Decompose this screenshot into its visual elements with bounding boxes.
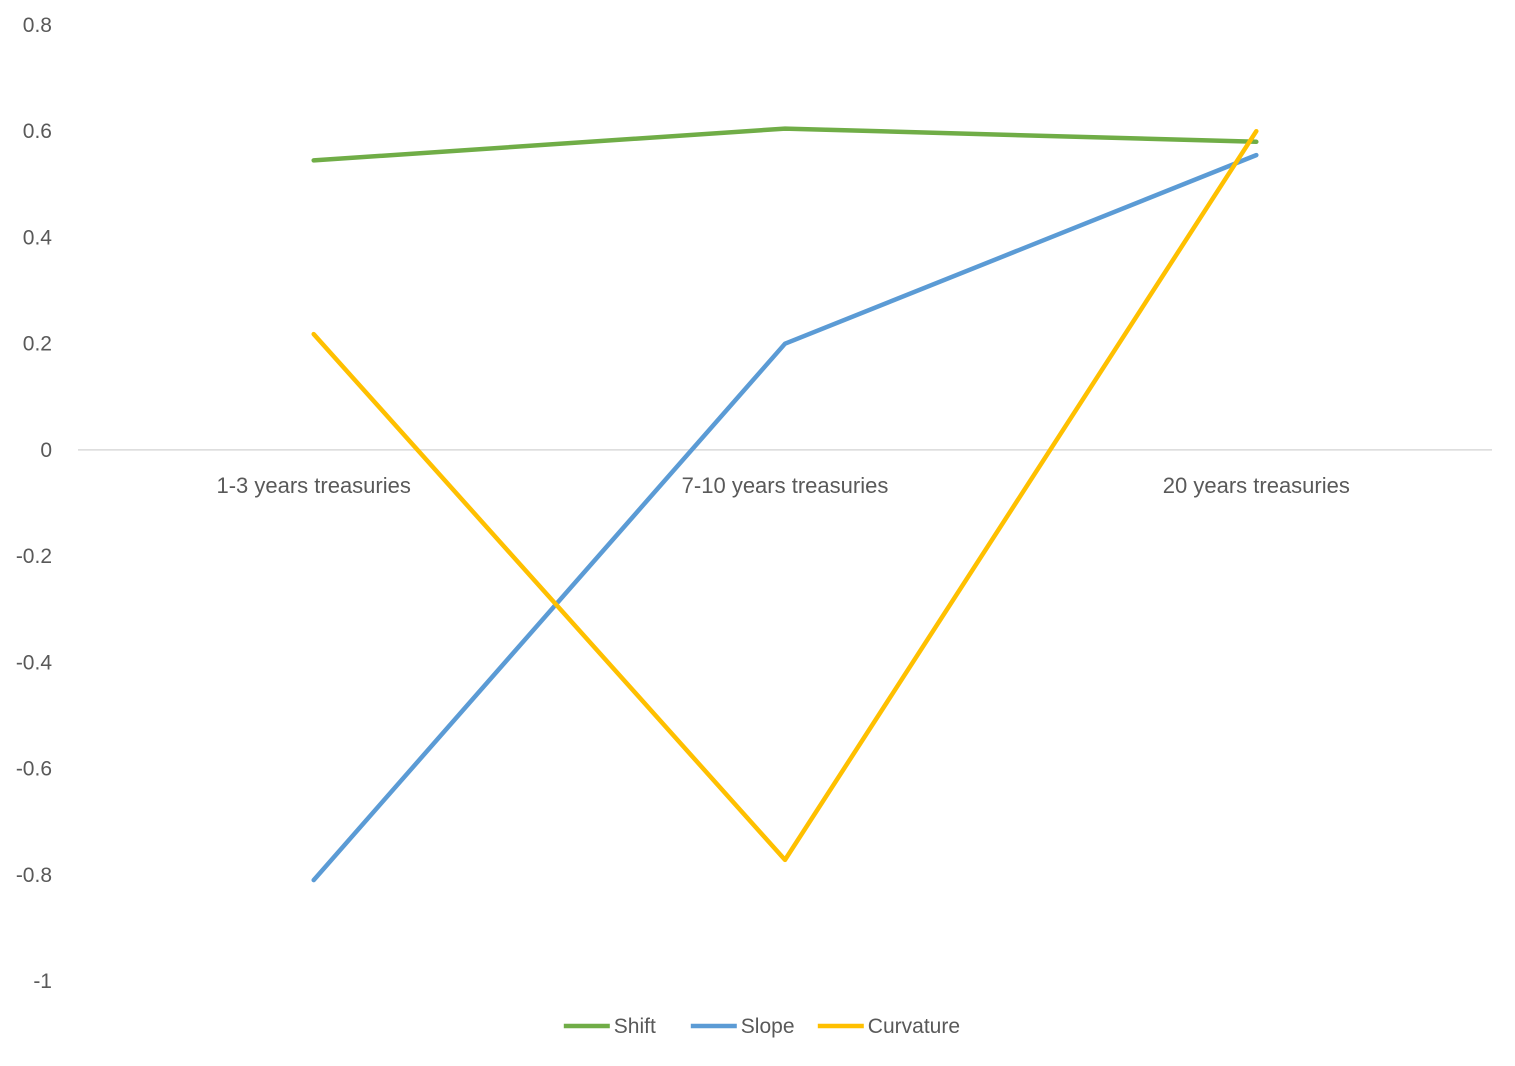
- y-tick-label: 0.8: [23, 14, 52, 37]
- data-point-shift: [313, 159, 315, 161]
- legend-item-curvature: Curvature: [817, 1015, 960, 1038]
- legend: Shift Slope Curvature: [563, 1015, 960, 1038]
- data-point-slope: [313, 879, 315, 881]
- series-lines: [311, 126, 1259, 883]
- x-tick-label: 1-3 years treasuries: [216, 473, 410, 498]
- y-tick-label: -1: [33, 970, 52, 993]
- y-axis: 0.8 0.6 0.4 0.2 0 -0.2 -0.4 -0.6 -0.8 -1: [16, 14, 53, 993]
- data-point-slope: [1255, 154, 1257, 156]
- data-point-curvature: [313, 333, 315, 335]
- legend-item-shift: Shift: [563, 1015, 656, 1038]
- y-tick-label: -0.2: [16, 545, 52, 568]
- data-point-slope: [784, 343, 786, 345]
- x-tick-label: 20 years treasuries: [1163, 473, 1350, 498]
- y-tick-label: 0: [40, 439, 52, 462]
- legend-item-slope: Slope: [690, 1015, 795, 1038]
- y-tick-label: -0.4: [16, 651, 53, 674]
- y-tick-label: -0.6: [16, 758, 52, 781]
- data-point-shift: [784, 128, 786, 130]
- series-line-shift: [311, 126, 1259, 163]
- data-point-curvature: [784, 859, 786, 861]
- y-tick-label: 0.2: [23, 333, 52, 356]
- data-point-curvature: [1255, 130, 1257, 132]
- y-tick-label: 0.6: [23, 120, 52, 143]
- series-line-slope: [311, 152, 1259, 883]
- y-tick-label: -0.8: [16, 864, 52, 887]
- x-axis: 1-3 years treasuries 7-10 years treasurie…: [78, 449, 1492, 498]
- legend-label: Curvature: [868, 1015, 960, 1038]
- legend-label: Shift: [614, 1015, 656, 1038]
- data-point-shift: [1255, 141, 1257, 143]
- x-tick-label: 7-10 years treasuries: [682, 473, 889, 498]
- legend-label: Slope: [741, 1015, 795, 1038]
- y-tick-label: 0.4: [23, 226, 53, 249]
